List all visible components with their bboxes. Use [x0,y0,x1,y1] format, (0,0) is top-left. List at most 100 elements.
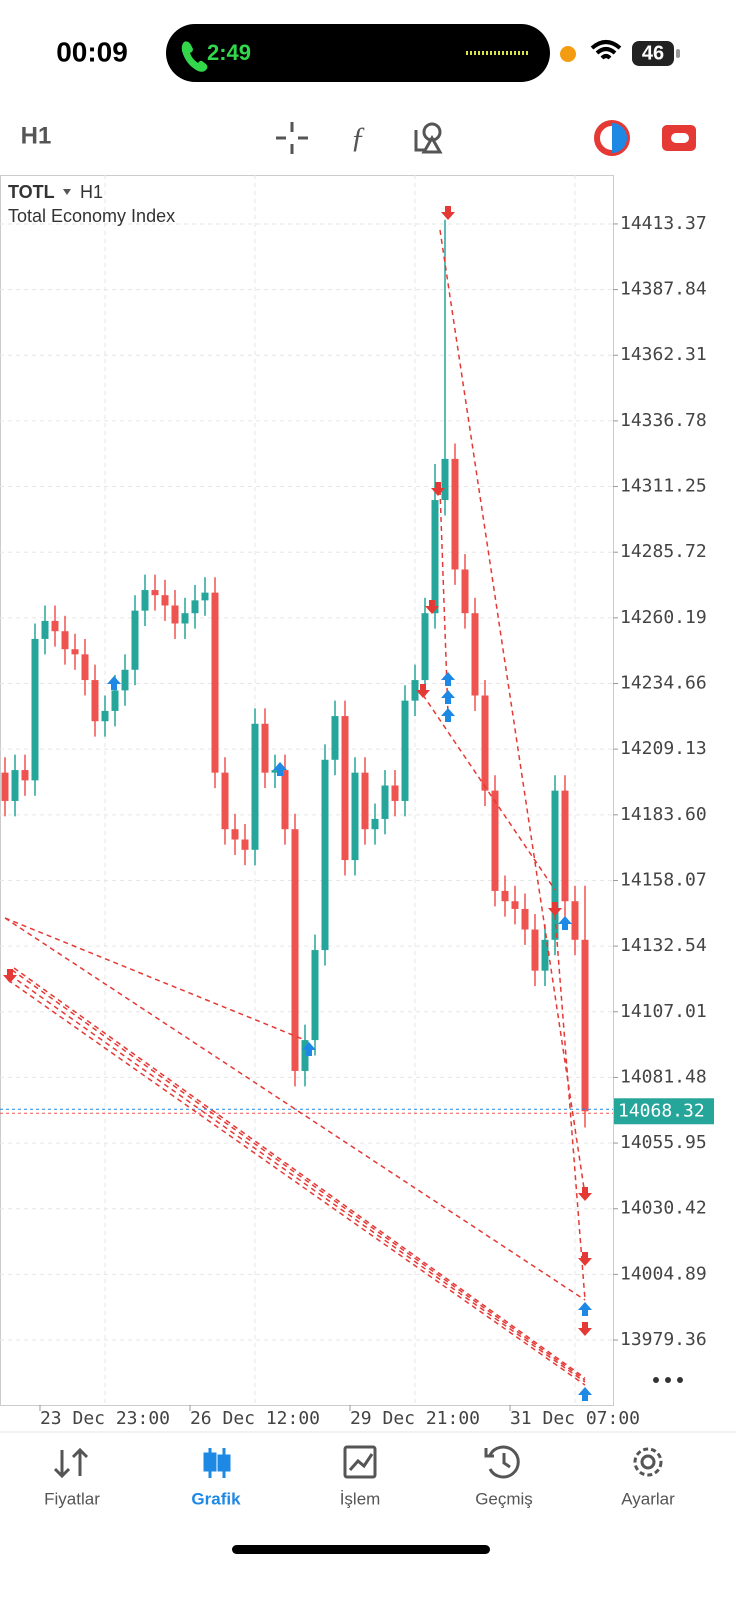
y-tick-label: 14081.48 [620,1066,707,1087]
y-tick-label: 14183.60 [620,804,707,825]
x-tick-label: 23 Dec 23:00 [40,1408,170,1429]
candle-body [201,592,209,601]
tab-labels: Fiyatlar Grafik İşlem Geçmiş Ayarlar [44,1489,675,1508]
tab-icon-trade[interactable] [343,1445,377,1479]
candle-body [1,772,9,801]
symbol-dropdown[interactable] [63,189,71,195]
chart-frame [0,175,614,1406]
candle-body [401,700,409,801]
tab-label[interactable]: Ayarlar [621,1489,675,1508]
candle-body [51,620,59,632]
candle-body [91,680,99,722]
candle-body [41,620,49,639]
tab-label[interactable]: Geçmiş [475,1489,533,1508]
candle-body [131,610,139,670]
candle-body [241,839,249,850]
tab-icon-history[interactable] [484,1445,520,1479]
candle-body [281,770,289,830]
candle-body [541,939,549,971]
candle-body [21,770,29,781]
candle-body [161,595,169,606]
battery-level: 46 [642,42,664,64]
candle-body [291,829,299,1071]
candle-body [371,818,379,830]
candle-body [311,950,319,1041]
y-tick-label: 14311.25 [620,476,707,497]
candle-body [431,500,439,614]
dynamic-island[interactable] [166,24,550,82]
y-tick-label: 14260.19 [620,607,707,628]
y-tick-label: 14107.01 [620,1001,707,1022]
y-tick-label: 14234.66 [620,673,707,694]
chart-timeframe: H1 [80,182,103,202]
current-price-label: 14068.32 [618,1100,705,1121]
trade-lines [4,229,586,1386]
candle-body [151,590,159,596]
candle-body [331,716,339,760]
y-tick-label: 14055.95 [620,1132,707,1153]
candle-body [101,710,109,722]
chart-title: Total Economy Index [8,206,175,226]
candle-body [581,939,589,1112]
home-indicator [232,1545,490,1554]
candle-body [341,716,349,861]
candle-body [511,901,519,909]
candle-body [391,785,399,801]
current-price-box [614,1098,714,1125]
y-tick-label: 14285.72 [620,541,707,562]
candle-body [221,772,229,830]
crosshair-button[interactable] [276,122,308,154]
candle-body [251,723,259,850]
tab-label[interactable]: İşlem [340,1489,381,1508]
symbol[interactable]: TOTL [8,182,55,202]
indicator-button[interactable]: ƒ [351,121,366,154]
candle-body [111,690,119,711]
tab-icon-chart[interactable] [203,1448,231,1478]
tab-label[interactable]: Fiyatlar [44,1489,100,1508]
x-tick-label: 29 Dec 21:00 [350,1408,480,1429]
x-tick-label: 31 Dec 07:00 [510,1408,640,1429]
candle-body [31,638,39,781]
tab-icons [53,1445,663,1479]
call-icon [181,41,208,72]
candle-body [301,1040,309,1071]
candle-body [521,908,529,930]
candle-body [121,669,129,691]
candle-body [501,890,509,902]
candle-body [471,613,479,696]
candle-body [441,458,449,501]
y-tick-label: 14362.31 [620,344,707,365]
candle-body [11,770,19,801]
y-tick-label: 14132.54 [620,935,707,956]
timeframe-button[interactable]: H1 [21,122,52,149]
trade-toggle[interactable] [594,120,630,156]
one-click-toggle[interactable] [662,125,696,151]
candle-body [71,649,79,655]
tab-label[interactable]: Grafik [191,1489,241,1508]
mic-indicator [560,46,576,62]
candle-body [181,613,189,624]
candle-body [321,759,329,951]
tab-icon-prices[interactable] [53,1447,89,1479]
candle-body [81,654,89,681]
status-time: 00:09 [56,36,128,67]
y-tick-label: 13979.36 [620,1329,707,1350]
more-button[interactable] [653,1377,683,1383]
candle-body [491,790,499,891]
tab-icon-settings[interactable] [633,1447,663,1477]
candle-body [271,770,279,773]
candle-body [411,680,419,701]
candle-body [561,790,569,902]
call-time: 2:49 [207,40,251,65]
candle-body [211,592,219,773]
candle-body [481,695,489,791]
candle-body [191,600,199,614]
candle-body [571,901,579,940]
candle-body [551,790,559,940]
objects-button[interactable] [414,122,443,154]
y-tick-label: 14209.13 [620,738,707,759]
candle-body [61,631,69,650]
